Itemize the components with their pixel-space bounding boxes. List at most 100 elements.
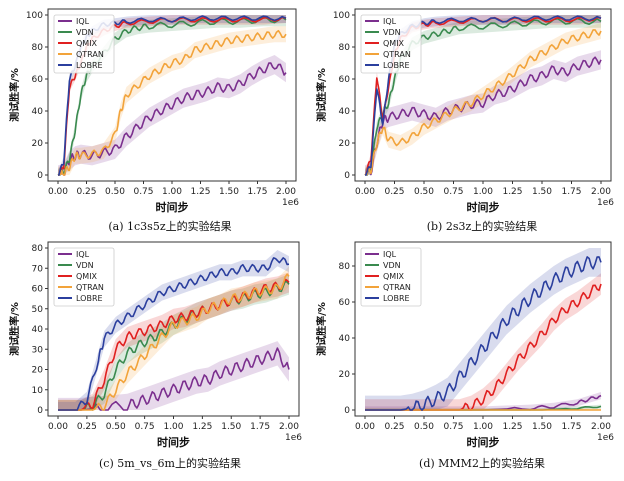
x-tick-label: 1.50 (532, 422, 552, 432)
y-tick-label: 0 (37, 171, 43, 181)
x-tick-label: 0.75 (133, 187, 153, 197)
legend-label-qtran: QTRAN (383, 283, 411, 292)
series-line-qtran (364, 29, 602, 176)
x-tick-label: 0.75 (443, 187, 463, 197)
x-tick-label: 1.75 (561, 422, 581, 432)
y-tick-label: 20 (32, 366, 44, 376)
x-tick-label: 1.00 (163, 422, 183, 432)
series-band-qtran (58, 26, 286, 176)
x-axis-label: 时间步 (157, 435, 190, 449)
x-tick-label: 0.50 (414, 422, 434, 432)
x-tick-label: 0.25 (384, 187, 404, 197)
x-tick-label: 2.00 (591, 187, 611, 197)
series-line-lobre (365, 15, 602, 176)
x-tick-label: 0.00 (355, 422, 375, 432)
x-tick-label: 1.50 (219, 187, 239, 197)
series-line-qmix (58, 278, 290, 411)
x-axis-label: 时间步 (156, 200, 189, 214)
legend-label-lobre: LOBRE (383, 294, 410, 303)
y-tick-label: 100 (333, 11, 350, 21)
panel-caption: (d) MMM2上的实验结果 (419, 456, 545, 470)
legend-label-iql: IQL (383, 250, 397, 259)
y-tick-label: 40 (32, 325, 44, 335)
x-tick-label: 0.75 (443, 422, 463, 432)
legend-label-iql: IQL (76, 250, 90, 259)
y-tick-label: 20 (339, 139, 351, 149)
legend-label-qmix: QMIX (383, 39, 405, 48)
y-tick-label: 100 (26, 11, 43, 21)
x-tick-label: 1.25 (192, 422, 212, 432)
x-tick-label: 0.00 (48, 422, 68, 432)
x-tick-label: 0.75 (135, 422, 155, 432)
y-tick-label: 20 (32, 139, 44, 149)
y-tick-label: 20 (339, 370, 351, 380)
y-tick-label: 70 (32, 264, 44, 274)
y-tick-label: 80 (339, 43, 351, 53)
series-line-iql (58, 347, 290, 411)
y-tick-label: 0 (344, 171, 350, 181)
y-tick-label: 10 (32, 386, 44, 396)
x-tick-label: 0.00 (48, 187, 68, 197)
x-axis-label: 时间步 (467, 200, 500, 214)
legend-label-qmix: QMIX (383, 272, 405, 281)
y-tick-label: 80 (32, 244, 44, 254)
x-multiplier: 1e6 (597, 433, 614, 443)
legend-label-iql: IQL (383, 17, 397, 26)
legend-label-qtran: QTRAN (76, 283, 104, 292)
series-band-qmix (58, 272, 289, 410)
series-line-qtran (58, 273, 290, 411)
x-tick-label: 0.50 (414, 187, 434, 197)
legend-label-vdn: VDN (383, 261, 401, 270)
legend-label-qmix: QMIX (76, 272, 98, 281)
panel-caption: (c) 5m_vs_6m上的实验结果 (99, 456, 241, 470)
series-line-qtran (57, 29, 287, 176)
legend-box (53, 247, 115, 307)
x-tick-label: 1.75 (247, 187, 267, 197)
x-tick-label: 1.75 (250, 422, 270, 432)
series-line-qmix (365, 283, 602, 411)
series-band-vdn (58, 274, 289, 410)
x-tick-label: 1.25 (502, 187, 522, 197)
y-tick-label: 80 (32, 43, 44, 53)
legend-label-qmix: QMIX (76, 39, 98, 48)
x-multiplier: 1e6 (285, 433, 302, 443)
x-axis-label: 时间步 (467, 435, 500, 449)
x-tick-label: 1.00 (473, 187, 493, 197)
legend-label-qtran: QTRAN (383, 50, 411, 59)
chart-panel-4: 0.00 0.25 0.50 0.75 1.00 1.25 1.50 1.75 2.00 0 20 4… (315, 241, 614, 470)
x-tick-label: 1.50 (532, 187, 552, 197)
series-line-iql (364, 56, 602, 176)
x-tick-label: 1.00 (162, 187, 182, 197)
y-axis-label: 测试胜率/% (315, 302, 328, 356)
y-tick-label: 60 (339, 75, 351, 85)
legend-label-iql: IQL (76, 17, 90, 26)
x-tick-label: 1.25 (190, 187, 210, 197)
panel-caption: (b) 2s3z上的实验结果 (427, 219, 538, 233)
x-tick-label: 0.00 (355, 187, 375, 197)
series-band-iql (365, 50, 601, 176)
y-tick-label: 60 (32, 75, 44, 85)
x-tick-label: 1.75 (561, 187, 581, 197)
y-tick-label: 40 (339, 334, 351, 344)
y-tick-label: 0 (344, 406, 350, 416)
y-tick-label: 40 (32, 107, 44, 117)
legend-label-lobre: LOBRE (383, 61, 410, 70)
y-axis-label: 测试胜率/% (8, 68, 21, 122)
chart-panel-1: 0.00 0.25 0.50 0.75 1.00 1.25 1.50 1.75 2.00 0 20 4… (8, 8, 299, 233)
x-tick-label: 1.25 (502, 422, 522, 432)
y-tick-label: 0 (37, 406, 43, 416)
x-tick-label: 0.25 (384, 422, 404, 432)
series-band-lobre (58, 250, 289, 410)
y-axis-label: 测试胜率/% (8, 302, 21, 356)
x-tick-label: 1.50 (221, 422, 241, 432)
x-multiplier: 1e6 (597, 198, 614, 208)
x-multiplier: 1e6 (282, 198, 299, 208)
x-tick-label: 0.25 (76, 187, 96, 197)
x-tick-label: 2.00 (279, 422, 299, 432)
panel-caption: (a) 1c3s5z上的实验结果 (108, 219, 231, 233)
y-tick-label: 30 (32, 345, 44, 355)
series-line-qmix (58, 16, 287, 176)
x-tick-label: 0.50 (105, 187, 125, 197)
legend-label-qtran: QTRAN (76, 50, 104, 59)
